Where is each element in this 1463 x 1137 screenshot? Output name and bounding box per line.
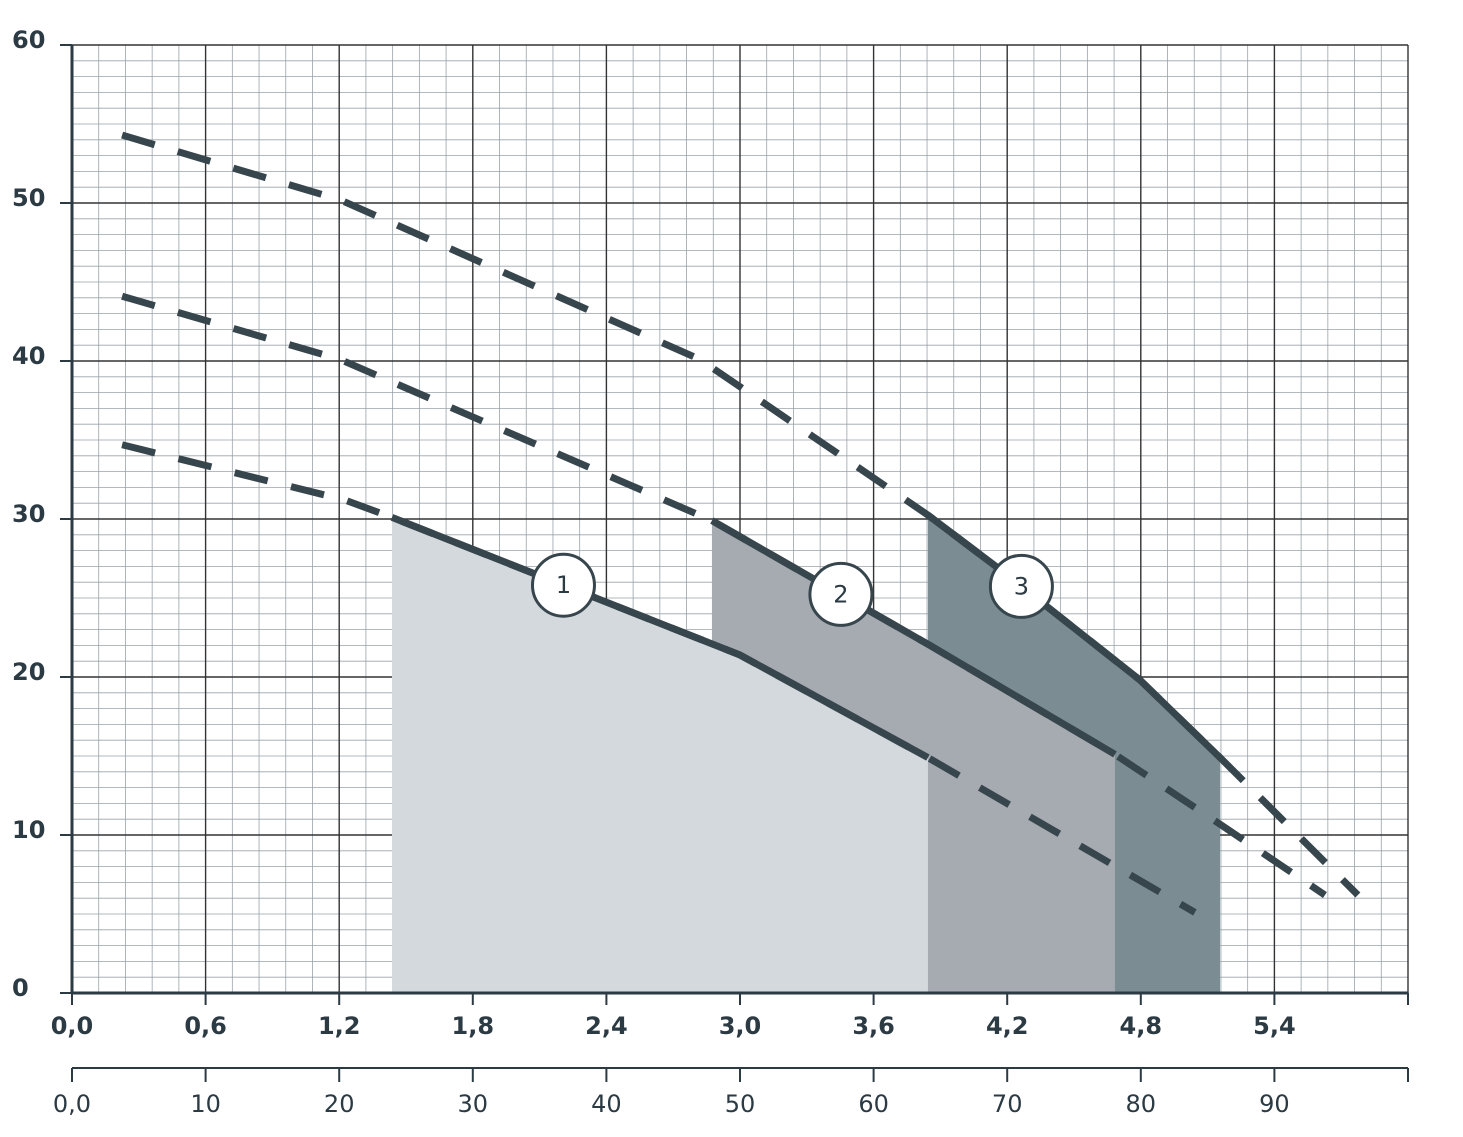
x-tick-label: 4,8 [1120, 1012, 1163, 1040]
y-tick-label: 50 [12, 184, 45, 212]
x2-tick-label: 0,0 [53, 1090, 91, 1118]
x2-tick-label: 10 [190, 1090, 221, 1118]
curve-label: 2 [833, 580, 848, 608]
x2-tick-label: 70 [992, 1090, 1023, 1118]
y-tick-label: 30 [12, 500, 45, 528]
x-tick-label: 1,8 [452, 1012, 495, 1040]
curve-label: 3 [1014, 572, 1029, 600]
curve-solid [710, 517, 1117, 758]
x-tick-label: 3,0 [719, 1012, 762, 1040]
curve-label-circle [808, 561, 874, 627]
operating-area [391, 517, 928, 993]
x2-tick-label: 50 [725, 1090, 756, 1118]
y-tick-label: 20 [12, 658, 45, 686]
curve-label-circle [988, 553, 1054, 619]
x-tick-label: 1,2 [318, 1012, 361, 1040]
x-tick-label: 3,6 [852, 1012, 895, 1040]
x2-tick-label: 20 [324, 1090, 355, 1118]
x2-tick-label: 90 [1259, 1090, 1290, 1118]
curve-solid [390, 514, 930, 761]
x-tick-label: 4,2 [986, 1012, 1029, 1040]
x2-tick-label: 30 [458, 1090, 489, 1118]
y-tick-label: 60 [12, 26, 45, 54]
x-tick-label: 2,4 [585, 1012, 628, 1040]
x2-tick-label: 40 [591, 1090, 622, 1118]
curve-solid [925, 512, 1223, 761]
curve-label-circle [530, 552, 596, 618]
x-tick-label: 5,4 [1253, 1012, 1296, 1040]
x2-tick-label: 60 [858, 1090, 889, 1118]
x-tick-label: 0,0 [51, 1012, 94, 1040]
y-tick-label: 10 [12, 816, 45, 844]
y-tick-label: 0 [12, 974, 29, 1002]
curve-label: 1 [556, 571, 571, 599]
x-tick-label: 0,6 [184, 1012, 227, 1040]
x2-tick-label: 80 [1126, 1090, 1157, 1118]
y-tick-label: 40 [12, 342, 45, 370]
